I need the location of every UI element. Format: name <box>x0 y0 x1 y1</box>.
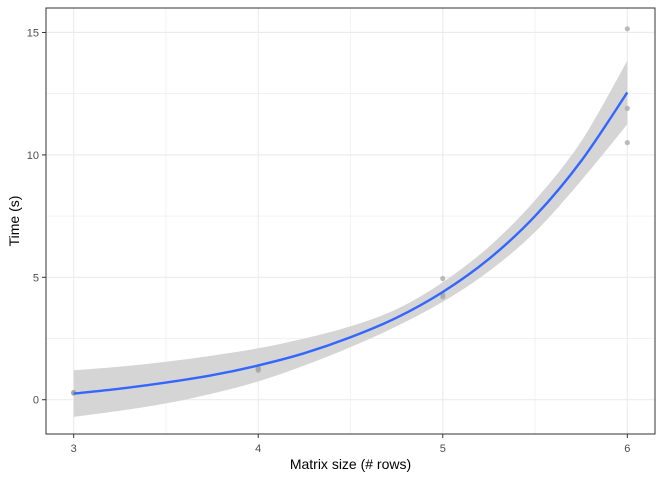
y-tick-label: 0 <box>33 395 39 407</box>
confidence-band-layer <box>73 60 628 417</box>
x-axis-title: Matrix size (# rows) <box>290 456 411 472</box>
x-tick-label: 5 <box>440 443 446 455</box>
trend-line-layer <box>73 91 629 395</box>
data-point <box>624 26 630 32</box>
x-tick-label: 6 <box>624 443 630 455</box>
data-point <box>440 275 446 282</box>
data-point <box>624 140 630 146</box>
panel-border <box>45 7 656 435</box>
trend-line <box>73 91 629 395</box>
data-point <box>255 366 261 372</box>
data-point <box>624 105 630 111</box>
axes: 3 4 5 6 0 5 10 15 <box>27 27 631 455</box>
y-tick-label: 10 <box>27 150 39 162</box>
confidence-band <box>73 60 628 417</box>
y-tick-label: 5 <box>33 272 39 284</box>
x-tick-label: 3 <box>71 443 77 455</box>
y-axis-title: Time (s) <box>6 196 22 247</box>
x-tick-label: 4 <box>255 443 261 455</box>
y-tick-label: 15 <box>27 27 39 39</box>
